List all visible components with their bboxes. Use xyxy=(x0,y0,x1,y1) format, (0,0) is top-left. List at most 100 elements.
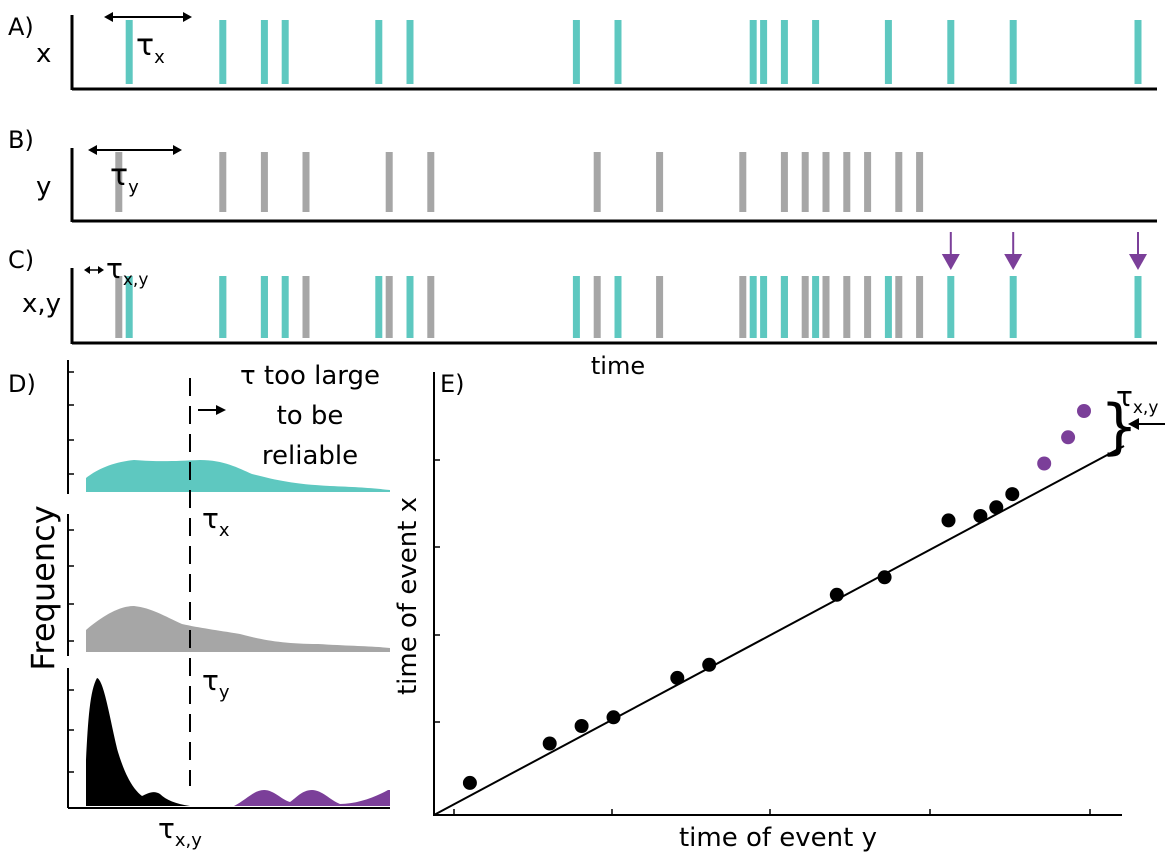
x-event-bar xyxy=(812,20,820,84)
x-event-bar xyxy=(780,276,788,338)
scatter-x-axis-label: time of event y xyxy=(679,823,877,853)
x-event-bar xyxy=(260,276,268,338)
time-axis-label: time xyxy=(591,352,645,380)
panel-e: E) time of event y time of event x } τx,… xyxy=(393,370,1165,853)
x-event-bar xyxy=(884,276,892,338)
y-event-bar xyxy=(593,152,601,212)
x-event-bar xyxy=(572,276,580,338)
y-event-bar xyxy=(801,276,809,338)
y-event-bar xyxy=(864,276,872,338)
scatter-points xyxy=(462,404,1091,790)
y-event-bar xyxy=(739,152,747,212)
y-event-bar xyxy=(822,152,830,212)
y-event-bar xyxy=(895,276,903,338)
x-event-bar xyxy=(614,20,622,84)
x-event-bar xyxy=(375,276,383,338)
y-event-bar xyxy=(780,152,788,212)
x-event-bar xyxy=(406,276,414,338)
tau-xy-distribution xyxy=(86,678,190,806)
paired-event-point xyxy=(941,513,956,528)
y-event-bar xyxy=(219,152,227,212)
y-event-bar xyxy=(739,276,747,338)
x-event-bar xyxy=(614,276,622,338)
x-event-bar xyxy=(884,20,892,84)
x-event-bar xyxy=(812,276,820,338)
x-event-bar xyxy=(125,276,133,338)
x-event-bar xyxy=(947,20,955,84)
reliability-note-line2: to be xyxy=(277,401,344,431)
x-event-bar xyxy=(1009,276,1017,338)
scatter-ticks xyxy=(434,459,1091,815)
reliability-note-line3: reliable xyxy=(262,441,358,471)
panel-b-tag: B) xyxy=(8,126,34,154)
x-event-bar xyxy=(375,20,383,84)
paired-event-point xyxy=(829,587,844,602)
tau-xy-axis-label: τx,y xyxy=(158,812,202,851)
paired-event-point xyxy=(702,657,717,672)
x-event-bar xyxy=(125,20,133,84)
reliability-arrow xyxy=(198,405,226,415)
y-event-bar xyxy=(427,152,435,212)
panel-a-events xyxy=(125,20,1142,84)
paired-event-point xyxy=(973,509,988,523)
x-event-bar xyxy=(572,20,580,84)
panel-d-tag: D) xyxy=(8,370,36,398)
unreliable-event-point xyxy=(1061,430,1076,445)
y-event-bar xyxy=(916,276,924,338)
frequency-axis-label: Frequency xyxy=(24,505,62,670)
unreliable-event-point xyxy=(1037,456,1052,471)
unreliable-lag-distribution xyxy=(234,790,390,806)
panel-a-tag: A) xyxy=(8,13,34,41)
tau-x-cutoff-label: τx xyxy=(202,502,230,541)
tau-xy-label: τx,y xyxy=(106,252,148,290)
y-event-bar xyxy=(656,276,664,338)
x-event-bar xyxy=(1134,20,1142,84)
unreliable-event-arrow-head xyxy=(1129,254,1147,270)
panel-a-variable-label: x xyxy=(36,39,51,69)
x-event-bar xyxy=(219,20,227,84)
y-event-bar xyxy=(593,276,601,338)
tau-y-double-arrow xyxy=(88,145,182,155)
paired-event-point xyxy=(606,710,621,725)
tau-x-label: τx xyxy=(136,28,165,68)
paired-event-point xyxy=(462,775,477,790)
x-event-bar xyxy=(260,20,268,84)
x-event-bar xyxy=(760,276,768,338)
paired-event-point xyxy=(574,719,589,733)
panel-e-tag: E) xyxy=(440,370,465,398)
y-event-bar xyxy=(895,152,903,212)
lag-pointer-arrow xyxy=(1128,418,1165,430)
y-event-bar xyxy=(385,276,393,338)
tau-xy-lag-label: τx,y xyxy=(1116,380,1158,418)
unreliable-event-arrow-head xyxy=(941,254,960,270)
x-event-bar xyxy=(281,276,289,338)
y-event-bar xyxy=(801,152,809,212)
x-event-bar xyxy=(760,20,768,84)
panel-b-variable-label: y xyxy=(36,172,51,202)
y-event-bar xyxy=(656,152,664,212)
y-event-bar xyxy=(385,152,393,212)
y-event-bar xyxy=(302,152,310,212)
x-event-bar xyxy=(281,20,289,84)
paired-event-point xyxy=(877,570,892,585)
unreliable-event-arrow-head xyxy=(1004,254,1023,270)
x-event-bar xyxy=(749,20,757,84)
y-event-bar xyxy=(843,152,851,212)
x-event-bar xyxy=(780,20,788,84)
scatter-y-axis-label: time of event x xyxy=(393,497,423,695)
y-event-bar xyxy=(115,276,123,338)
panel-a: A) x τx xyxy=(8,12,1157,91)
tau-y-distribution xyxy=(86,606,390,652)
y-event-bar xyxy=(260,152,268,212)
x-event-bar xyxy=(749,276,757,338)
y-event-bar xyxy=(916,152,924,212)
tau-y-label: τy xyxy=(110,158,139,198)
panel-d: D) Frequency τ too large to b xyxy=(8,360,390,851)
tau-x-double-arrow xyxy=(104,12,192,22)
y-event-bar xyxy=(115,152,123,212)
unreliable-event-point xyxy=(1077,404,1091,418)
x-event-bar xyxy=(1009,20,1017,84)
panel-c-tag: C) xyxy=(8,246,34,274)
tau-xy-double-arrow xyxy=(84,266,104,274)
